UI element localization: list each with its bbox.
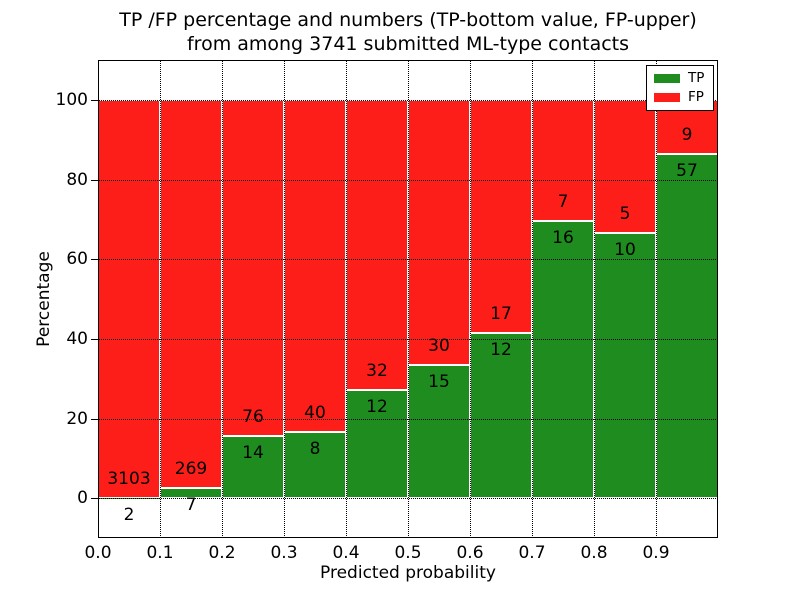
- x-tick-label: 0.0: [84, 543, 112, 563]
- v-gridline: [222, 60, 223, 538]
- bar-segment-tp: [222, 436, 284, 499]
- tp-count-label: 8: [309, 438, 321, 459]
- tp-swatch-icon: [654, 74, 680, 83]
- y-tick-label: 20: [66, 408, 88, 429]
- v-gridline: [346, 60, 347, 538]
- chart-title: TP /FP percentage and numbers (TP-bottom…: [98, 8, 718, 56]
- y-tick-label: 0: [77, 488, 88, 509]
- bar-segment-fp: [98, 99, 160, 498]
- tp-count-label: 2: [123, 504, 135, 525]
- tp-count-label: 12: [366, 396, 388, 417]
- tp-count-label: 15: [428, 372, 450, 393]
- fp-count-label: 9: [681, 125, 693, 146]
- fp-count-label: 269: [174, 459, 208, 480]
- chart-title-line2: from among 3741 submitted ML-type contac…: [186, 33, 630, 55]
- v-gridline: [532, 60, 533, 538]
- legend-item-fp: FP: [654, 89, 706, 105]
- tp-count-label: 14: [242, 443, 264, 464]
- x-tick-label: 0.4: [332, 543, 360, 563]
- fp-count-label: 30: [428, 336, 450, 357]
- v-gridline: [284, 60, 285, 538]
- fp-count-label: 5: [619, 203, 631, 224]
- fp-count-label: 3103: [107, 468, 151, 489]
- fp-count-label: 40: [304, 402, 326, 423]
- x-tick-label: 0.3: [270, 543, 298, 563]
- y-tick-mark: [91, 338, 98, 340]
- x-tick-label: 0.6: [456, 543, 484, 563]
- chart-title-line1: TP /FP percentage and numbers (TP-bottom…: [119, 9, 697, 31]
- v-gridline: [656, 60, 657, 538]
- bar-segment-fp: [222, 99, 284, 437]
- legend-label-tp: TP: [688, 70, 705, 86]
- x-axis-label: Predicted probability: [320, 563, 496, 583]
- tp-count-label: 57: [676, 161, 698, 182]
- x-tick-label: 0.7: [518, 543, 546, 563]
- fp-count-label: 76: [242, 407, 264, 428]
- tp-count-label: 10: [614, 239, 636, 260]
- x-tick-label: 0.5: [394, 543, 422, 563]
- bar-segment-fp: [408, 99, 470, 366]
- fp-count-label: 32: [366, 360, 388, 381]
- fp-swatch-icon: [654, 93, 680, 102]
- x-tick-label: 0.8: [580, 543, 608, 563]
- v-gridline: [160, 60, 161, 538]
- bar-segment-tp: [656, 154, 718, 499]
- y-tick-label: 100: [55, 89, 88, 110]
- v-gridline: [470, 60, 471, 538]
- v-gridline: [408, 60, 409, 538]
- y-tick-label: 80: [66, 169, 88, 190]
- y-tick-mark: [91, 179, 98, 181]
- y-tick-mark: [91, 99, 98, 101]
- y-tick-mark: [91, 498, 98, 500]
- y-tick-mark: [91, 418, 98, 420]
- bar-segment-fp: [346, 99, 408, 390]
- x-tick-label: 0.9: [642, 543, 670, 563]
- y-tick-label: 60: [66, 249, 88, 270]
- tp-count-label: 7: [185, 495, 197, 516]
- bar-segment-fp: [160, 99, 222, 489]
- bar-segment-fp: [284, 99, 346, 432]
- legend-item-tp: TP: [654, 70, 706, 86]
- fp-count-label: 7: [557, 192, 569, 213]
- bar-segment-fp: [470, 99, 532, 334]
- bar-segment-tp: [594, 232, 656, 499]
- bar-segment-fp: [532, 99, 594, 222]
- y-tick-mark: [91, 259, 98, 261]
- v-gridline: [594, 60, 595, 538]
- x-tick-label: 0.2: [208, 543, 236, 563]
- x-tick-label: 0.1: [146, 543, 174, 563]
- tp-count-label: 12: [490, 340, 512, 361]
- tp-count-label: 16: [552, 228, 574, 249]
- legend-label-fp: FP: [688, 89, 704, 105]
- bar-segment-tp: [408, 365, 470, 499]
- fp-count-label: 17: [490, 304, 512, 325]
- y-tick-label: 40: [66, 328, 88, 349]
- bar-segment-tp: [532, 221, 594, 499]
- plot-area: 3103 2 269 7 76 14 40 8 32 12 30 15 17 12 7 16 5 10 9 57: [98, 60, 718, 538]
- bar-segment-tp: [284, 431, 346, 499]
- bar-segment-tp: [346, 389, 408, 499]
- legend: TP FP: [646, 65, 714, 111]
